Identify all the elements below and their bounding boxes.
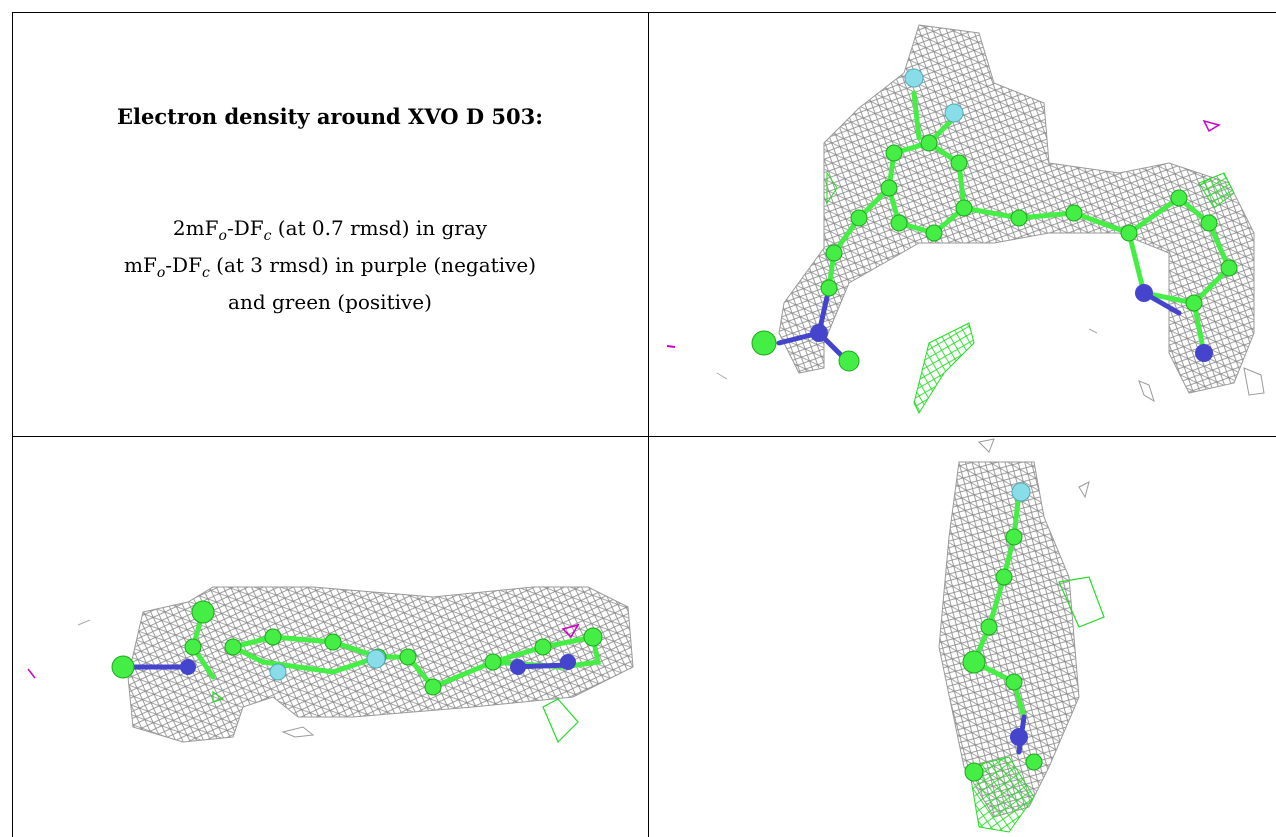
density-image-top-right (666, 24, 1265, 415)
table-border-top (12, 12, 1276, 13)
mesh-2fofc-blob (938, 461, 1080, 818)
density-view-bottom-left (13, 437, 648, 837)
density-view-bottom-right (649, 437, 1276, 837)
density-view-top-right (649, 13, 1276, 436)
caption-cell: Electron density around XVO D 503: 2mFo-… (12, 12, 648, 436)
figure-title: Electron density around XVO D 503: (117, 104, 543, 129)
caption-line-colors: and green (positive) (228, 290, 432, 314)
table-border-left (12, 12, 13, 837)
density-image-bottom-right (938, 438, 1105, 833)
density-image-bottom-left (27, 586, 634, 744)
mesh-2fofc-blob (778, 24, 1255, 394)
caption-line-2fofc: 2mFo-DFc (at 0.7 rmsd) in gray (172, 216, 488, 244)
caption-line-fofc: mFo-DFc (at 3 rmsd) in purple (negative) (124, 253, 536, 281)
table-divider-vertical (648, 12, 649, 837)
caption-description: 2mFo-DFc (at 0.7 rmsd) in gray mFo-DFc (… (12, 214, 648, 317)
table-divider-horizontal (12, 436, 1276, 437)
